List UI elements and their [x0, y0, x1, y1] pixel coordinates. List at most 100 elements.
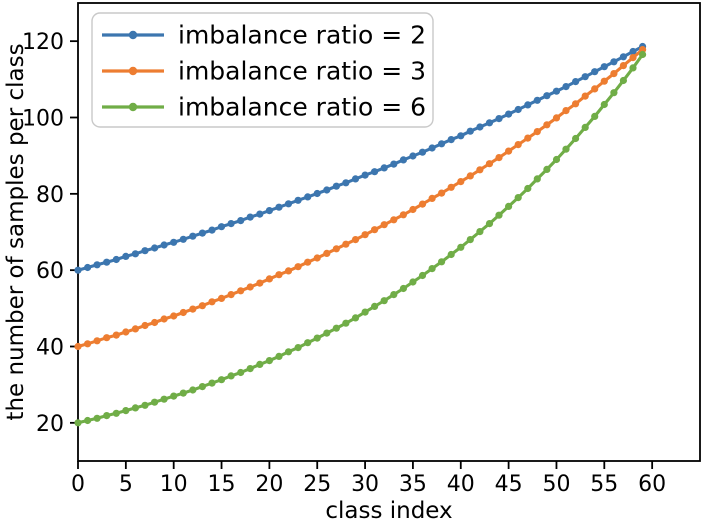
data-point-marker — [84, 340, 92, 348]
data-point-marker — [304, 339, 312, 347]
data-point-marker — [122, 407, 130, 415]
data-point-marker — [160, 395, 168, 403]
legend-marker-icon — [128, 102, 138, 112]
legend-item: imbalance ratio = 6 — [102, 93, 426, 122]
data-point-marker — [457, 178, 465, 186]
data-point-marker — [208, 298, 216, 306]
data-point-marker — [151, 244, 159, 252]
data-point-marker — [591, 68, 599, 76]
legend-label: imbalance ratio = 6 — [178, 93, 426, 122]
y-tick-label: 60 — [36, 259, 64, 284]
data-point-marker — [543, 92, 551, 100]
data-point-marker — [505, 147, 513, 155]
legend-box — [91, 12, 434, 128]
data-point-marker — [265, 207, 273, 215]
data-point-marker — [447, 136, 455, 144]
data-point-marker — [217, 294, 226, 302]
data-point-marker — [313, 254, 321, 262]
data-point-marker — [131, 404, 139, 412]
data-point-marker — [256, 360, 264, 368]
data-point-marker — [409, 152, 417, 160]
data-point-marker — [476, 228, 484, 236]
data-point-marker — [103, 412, 111, 420]
data-point-marker — [485, 220, 494, 228]
data-point-marker — [409, 205, 417, 214]
data-point-marker — [160, 241, 168, 249]
data-point-marker — [227, 220, 235, 228]
data-point-marker — [505, 202, 513, 210]
x-tick-label: 20 — [255, 472, 283, 497]
data-point-marker — [380, 164, 388, 172]
data-point-marker — [399, 156, 407, 164]
data-point-marker — [112, 409, 120, 417]
data-point-marker — [639, 50, 647, 59]
legend-item: imbalance ratio = 2 — [102, 21, 426, 50]
x-tick-label: 55 — [590, 472, 618, 497]
data-point-marker — [141, 321, 149, 330]
data-point-marker — [428, 265, 436, 273]
data-point-marker — [103, 258, 111, 266]
data-point-marker — [543, 121, 551, 129]
data-point-marker — [246, 365, 254, 373]
data-point-marker — [74, 419, 82, 427]
data-point-marker — [237, 368, 245, 377]
data-point-marker — [371, 168, 379, 176]
data-point-marker — [380, 221, 388, 229]
data-point-marker — [227, 372, 235, 380]
data-point-marker — [284, 200, 293, 208]
data-point-marker — [629, 47, 637, 56]
data-point-marker — [390, 291, 398, 299]
legend-label: imbalance ratio = 3 — [178, 57, 426, 86]
data-point-marker — [399, 284, 407, 293]
data-point-marker — [418, 271, 427, 280]
data-point-marker — [256, 279, 264, 287]
data-point-marker — [629, 64, 637, 72]
data-point-marker — [189, 386, 197, 394]
data-point-marker — [514, 194, 522, 202]
data-point-marker — [294, 196, 302, 204]
data-point-marker — [562, 107, 570, 115]
data-point-marker — [390, 160, 398, 168]
y-axis-label: the number of samples per class — [3, 43, 29, 420]
data-point-marker — [572, 134, 580, 143]
x-tick-label: 25 — [303, 472, 331, 497]
data-point-marker — [323, 329, 331, 337]
data-point-marker — [428, 194, 436, 202]
x-tick-label: 40 — [447, 472, 475, 497]
x-tick-label: 30 — [351, 472, 379, 497]
x-axis-ticks: 0 5 10 15 20 25 30 35 40 45 50 55 60 — [71, 461, 666, 497]
data-point-marker — [562, 145, 570, 153]
data-point-marker — [170, 238, 178, 246]
data-point-marker — [581, 92, 589, 100]
data-point-marker — [237, 287, 245, 295]
data-point-marker — [265, 357, 273, 365]
data-point-marker — [74, 266, 82, 274]
data-point-marker — [591, 112, 599, 120]
data-point-marker — [275, 271, 283, 279]
data-point-marker — [179, 389, 187, 397]
data-point-marker — [208, 226, 216, 234]
data-point-marker — [160, 315, 168, 323]
y-axis-ticks: 20 40 60 80 100 120 — [22, 30, 78, 437]
x-tick-label: 45 — [495, 472, 523, 497]
data-point-marker — [323, 186, 331, 194]
data-point-marker — [198, 383, 206, 391]
data-point-marker — [294, 344, 302, 352]
data-point-marker — [591, 85, 599, 93]
data-point-marker — [466, 236, 474, 244]
data-point-marker — [131, 325, 139, 333]
data-point-marker — [342, 240, 350, 248]
data-point-marker — [466, 172, 474, 180]
data-point-marker — [543, 165, 551, 173]
data-point-marker — [552, 87, 561, 95]
data-point-marker — [112, 255, 120, 264]
data-point-marker — [495, 154, 503, 162]
data-point-marker — [438, 258, 446, 266]
data-point-marker — [524, 134, 532, 142]
data-point-marker — [390, 216, 398, 224]
data-point-marker — [399, 211, 407, 219]
data-point-marker — [524, 184, 532, 193]
data-point-marker — [93, 414, 101, 422]
data-point-marker — [93, 337, 101, 345]
